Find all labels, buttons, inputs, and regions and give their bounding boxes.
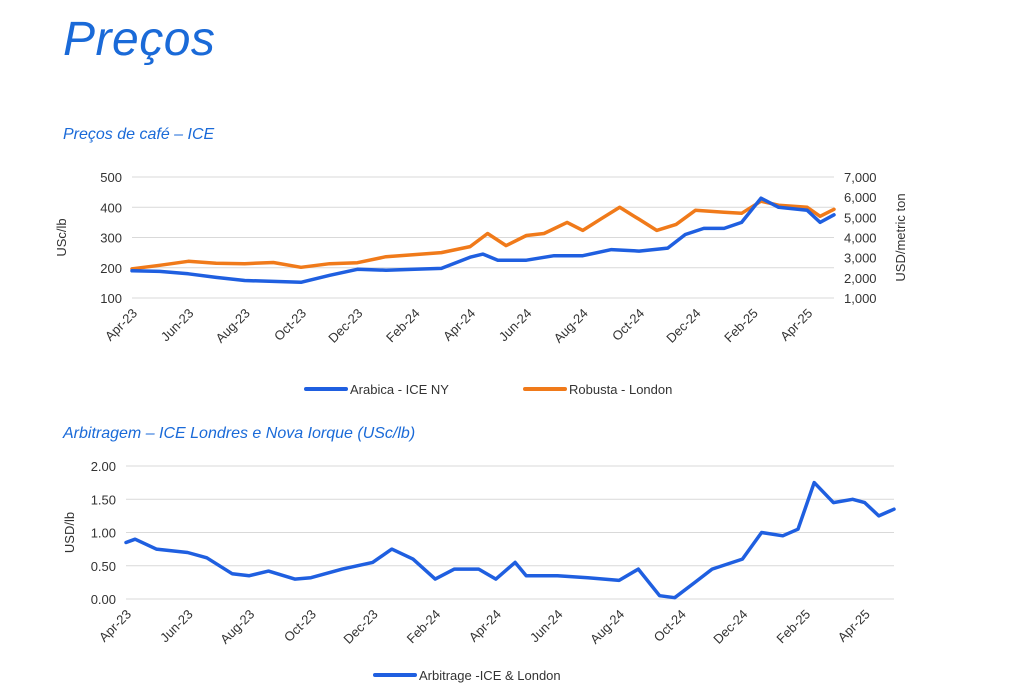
series-line-arbitrage-ice-london: [124, 480, 896, 600]
x-tick-label: Aug-24: [551, 306, 591, 346]
x-tick-label: Apr-25: [835, 607, 873, 645]
x-tick-label: Aug-24: [587, 607, 627, 647]
y2-tick-label: 6,000: [844, 190, 877, 205]
page-title: Preços: [63, 13, 216, 66]
legend-label: Arbitrage -ICE & London: [419, 668, 561, 683]
y2-tick-label: 3,000: [844, 251, 877, 266]
x-tick-label: Apr-24: [466, 607, 504, 645]
x-tick-label: Apr-24: [440, 306, 478, 344]
x-tick-label: Dec-23: [325, 306, 365, 346]
y-axis-label: USD/lb: [62, 512, 77, 553]
x-tick-label: Aug-23: [213, 306, 253, 346]
series-line-arabica-ice-ny: [130, 196, 836, 285]
y2-tick-label: 2,000: [844, 271, 877, 286]
y-tick-label: 500: [100, 170, 122, 185]
series-line-robusta-london: [130, 199, 836, 271]
x-tick-label: Dec-23: [340, 607, 380, 647]
coffee-prices-chart: 100 200 300 400 500 1,000 2,000 3,000 4,000 5,000…: [54, 170, 908, 397]
y-tick-label: 100: [100, 291, 122, 306]
y2-axis-label: USD/metric ton: [893, 193, 908, 281]
x-tick-label: Apr-23: [102, 306, 140, 344]
legend-label: Robusta - London: [569, 382, 672, 397]
x-tick-label: Jun-24: [527, 607, 566, 646]
legend-label: Arabica - ICE NY: [350, 382, 449, 397]
y-tick-label: 1.00: [91, 526, 116, 541]
x-tick-label: Oct-23: [271, 306, 309, 344]
y-tick-label: 0.00: [91, 592, 116, 607]
x-tick-label: Feb-24: [383, 306, 423, 346]
x-tick-label: Oct-24: [609, 306, 647, 344]
x-tick-label: Dec-24: [710, 607, 750, 647]
y2-tick-label: 4,000: [844, 231, 877, 246]
x-tick-label: Feb-24: [404, 607, 444, 647]
y-tick-label: 2.00: [91, 459, 116, 474]
x-tick-label: Jun-23: [157, 607, 196, 646]
chart-title-arbitrage: Arbitragem – ICE Londres e Nova Iorque (…: [63, 425, 416, 442]
y-axis-label: USc/lb: [54, 218, 69, 256]
x-tick-label: Oct-23: [281, 607, 319, 645]
chart-title-coffee-prices: Preços de café – ICE: [63, 126, 215, 143]
arbitrage-chart: 0.00 0.50 1.00 1.50 2.00 Apr-23 Jun-23 Aug-23 Oc…: [62, 459, 896, 683]
y2-tick-label: 5,000: [844, 210, 877, 225]
x-tick-label: Jun-23: [158, 306, 197, 345]
y-tick-label: 300: [100, 231, 122, 246]
x-tick-label: Jun-24: [496, 306, 535, 345]
y-tick-label: 1.50: [91, 492, 116, 507]
x-tick-label: Dec-24: [663, 306, 703, 346]
x-tick-label: Aug-23: [217, 607, 257, 647]
y2-tick-label: 1,000: [844, 291, 877, 306]
x-tick-label: Apr-23: [96, 607, 134, 645]
y-tick-label: 200: [100, 261, 122, 276]
x-tick-label: Apr-25: [777, 306, 815, 344]
y-tick-label: 400: [100, 200, 122, 215]
x-tick-label: Oct-24: [651, 607, 689, 645]
y2-tick-label: 7,000: [844, 170, 877, 185]
x-tick-label: Feb-25: [773, 607, 813, 647]
y-tick-label: 0.50: [91, 559, 116, 574]
x-tick-label: Feb-25: [721, 306, 761, 346]
